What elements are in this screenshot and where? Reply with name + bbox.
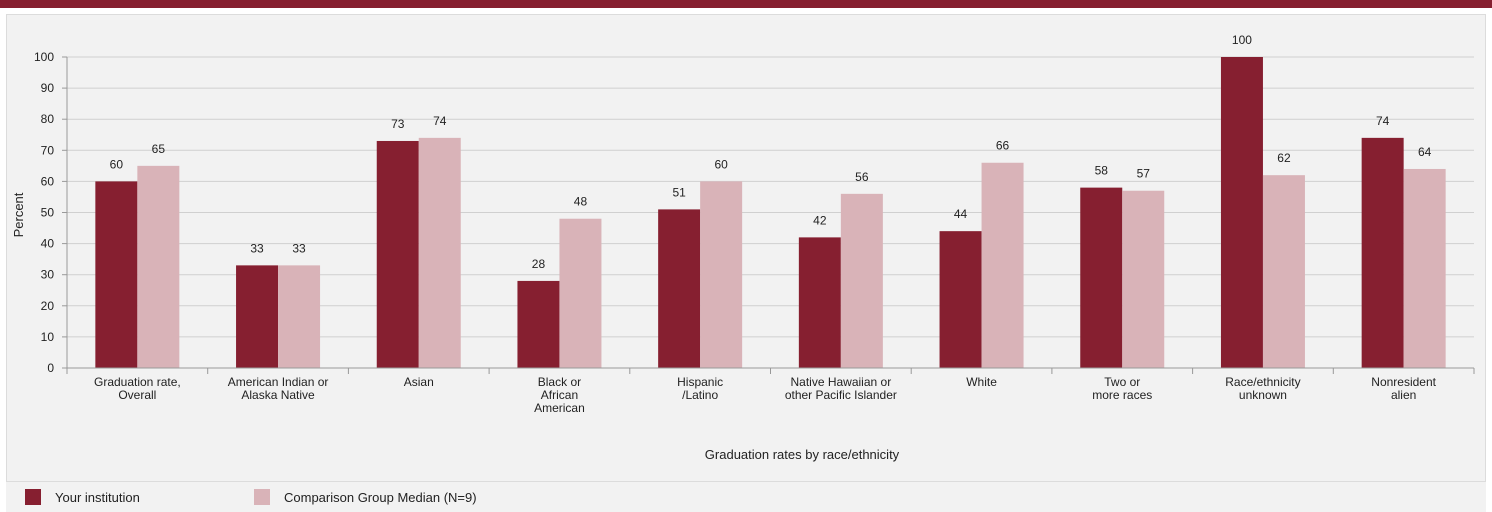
x-tick-label: Graduation rate, <box>94 375 181 389</box>
data-label: 33 <box>292 241 306 255</box>
axes: 0 10 20 30 40 50 60 70 80 90 100 Graduation rate,Ov… <box>34 50 1475 415</box>
header-accent-bar <box>0 0 1492 8</box>
y-tick-label: 60 <box>41 174 55 188</box>
bar <box>418 137 461 368</box>
x-tick-label: Overall <box>118 388 156 402</box>
legend-item-comparison-group: Comparison Group Median (N=9) <box>254 489 477 505</box>
x-axis-title: Graduation rates by race/ethnicity <box>705 447 900 462</box>
bar <box>1403 168 1446 368</box>
y-tick-label: 20 <box>41 299 55 313</box>
legend-label: Your institution <box>55 489 140 505</box>
bar <box>658 209 701 368</box>
x-tick-label: African <box>541 388 578 402</box>
x-tick-label: Hispanic <box>677 375 723 389</box>
data-label: 42 <box>813 213 827 227</box>
bar <box>981 162 1024 368</box>
x-tick-label: alien <box>1391 388 1416 402</box>
data-label: 57 <box>1137 167 1151 181</box>
y-tick-label: 10 <box>41 330 55 344</box>
x-tick-label: Native Hawaiian or <box>790 375 891 389</box>
bar <box>559 218 602 368</box>
bar <box>840 193 883 368</box>
data-label: 56 <box>855 170 869 184</box>
x-tick-label: Two or <box>1104 375 1140 389</box>
data-label: 74 <box>1376 114 1390 128</box>
x-tick-label: Alaska Native <box>241 388 315 402</box>
x-tick-label: Asian <box>404 375 434 389</box>
y-tick-label: 50 <box>41 206 55 220</box>
data-label: 58 <box>1095 164 1109 178</box>
data-label: 28 <box>532 257 546 271</box>
bar <box>1220 57 1263 368</box>
bar <box>1122 190 1165 368</box>
bar <box>1262 175 1305 368</box>
legend-label: Comparison Group Median (N=9) <box>284 489 477 505</box>
data-label: 60 <box>714 157 728 171</box>
legend-swatch <box>25 489 41 505</box>
data-label: 33 <box>250 241 264 255</box>
data-label: 64 <box>1418 145 1432 159</box>
data-label: 62 <box>1277 151 1291 165</box>
bar <box>517 280 560 368</box>
data-label: 100 <box>1232 33 1252 47</box>
data-label: 48 <box>574 195 588 209</box>
x-tick-label: Black or <box>538 375 581 389</box>
bar <box>278 265 321 368</box>
legend-swatch <box>254 489 270 505</box>
x-tick-label: other Pacific Islander <box>785 388 897 402</box>
x-tick-label: more races <box>1092 388 1152 402</box>
y-tick-label: 0 <box>47 361 54 375</box>
bar <box>700 181 743 368</box>
bar <box>798 237 841 368</box>
x-tick-label: American <box>534 401 585 415</box>
bar <box>376 140 419 368</box>
data-label: 73 <box>391 117 405 131</box>
bar <box>95 181 138 368</box>
data-label: 60 <box>110 157 124 171</box>
y-tick-label: 70 <box>41 143 55 157</box>
bar <box>939 231 982 368</box>
bars <box>95 57 1446 368</box>
x-tick-label: White <box>966 375 997 389</box>
data-label: 74 <box>433 114 447 128</box>
x-tick-label: American Indian or <box>228 375 329 389</box>
bar <box>1080 187 1123 368</box>
data-labels: 60 33 73 28 51 42 44 58 100 74 65 33 74 48 60 56 66 57 62 6… <box>110 33 1432 271</box>
legend-item-your-institution: Your institution <box>25 489 140 505</box>
y-axis-title: Percent <box>11 192 26 237</box>
y-tick-label: 40 <box>41 237 55 251</box>
x-tick-label: Nonresident <box>1371 375 1436 389</box>
data-label: 51 <box>672 185 686 199</box>
data-label: 65 <box>152 142 166 156</box>
data-label: 44 <box>954 207 968 221</box>
y-tick-label: 100 <box>34 50 54 64</box>
x-tick-label: /Latino <box>682 388 718 402</box>
data-label: 66 <box>996 139 1010 153</box>
legend: Your institution Comparison Group Median… <box>6 481 1486 512</box>
bar <box>137 165 180 368</box>
bar <box>1361 137 1404 368</box>
y-tick-label: 30 <box>41 268 55 282</box>
y-tick-label: 90 <box>41 81 55 95</box>
y-tick-label: 80 <box>41 112 55 126</box>
x-tick-label: unknown <box>1239 388 1287 402</box>
x-tick-label: Race/ethnicity <box>1225 375 1300 389</box>
bar <box>236 265 279 368</box>
